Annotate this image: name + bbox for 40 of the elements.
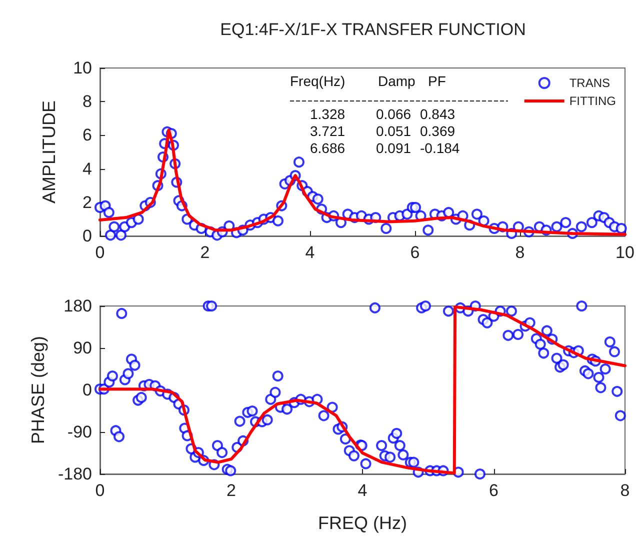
annotation: 0.066 [376,106,412,122]
x-tick-label: 0 [95,243,105,262]
annotation: 0.369 [420,123,456,139]
y-axis-title: AMPLITUDE [39,100,59,204]
legend-label: FITTING [569,94,616,108]
annotation: Freq(Hz) [290,73,346,89]
y-tick-label: 180 [64,296,92,316]
chart-title: EQ1:4F-X/1F-X TRANSFER FUNCTION [220,20,526,39]
x-tick-label: 8 [620,481,630,500]
annotation: 6.686 [310,140,346,156]
y-tick-label: 6 [82,126,92,145]
x-tick-label: 4 [358,481,368,500]
legend-label: TRANS [569,76,610,90]
y-tick-label: -180 [58,464,92,484]
y-tick-label: 0 [82,380,92,400]
x-tick-label: 10 [616,243,634,262]
x-tick-label: 2 [226,481,236,500]
x-tick-label: 2 [200,243,210,262]
annotation: 0.843 [420,106,456,122]
y-tick-label: 90 [73,338,92,358]
y-axis-title: PHASE (deg) [28,336,48,444]
x-tick-label: 6 [489,481,498,500]
y-tick-label: -90 [67,422,92,442]
x-tick-label: 0 [95,481,105,500]
annotation: 0.051 [376,123,412,139]
annotation: PF [428,73,446,89]
x-tick-label: 6 [410,243,420,262]
y-tick-label: 8 [82,92,92,112]
y-tick-label: 2 [82,192,92,212]
annotation: Damp [378,73,416,89]
annotation: -0.184 [420,140,460,156]
x-tick-label: 8 [515,243,525,262]
y-tick-label: 4 [82,159,92,178]
x-axis-title: FREQ (Hz) [318,513,407,533]
annotation: 3.721 [310,123,346,139]
x-tick-label: 4 [305,243,315,262]
y-tick-label: 10 [73,58,92,78]
annotation: 0.091 [376,140,412,156]
annotation: 1.328 [310,106,346,122]
y-tick-label: 0 [82,226,92,246]
